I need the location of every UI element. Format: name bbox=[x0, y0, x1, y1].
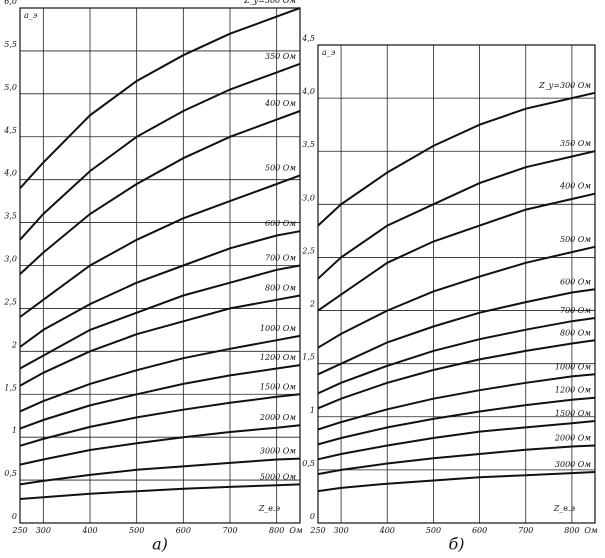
y-tick-label: 3,5 bbox=[302, 140, 315, 149]
curve bbox=[19, 424, 301, 466]
curve-label: 5000 Ом bbox=[260, 472, 296, 481]
x-tick-label: 600 bbox=[176, 526, 191, 535]
curve-label: 800 Ом bbox=[560, 328, 591, 337]
x-tick-label: 800 bbox=[269, 526, 284, 535]
x-tick-label: 250 bbox=[11, 526, 27, 535]
curve bbox=[317, 288, 596, 376]
curve-label: 700 Ом bbox=[265, 254, 296, 263]
panel-label: а) bbox=[152, 535, 168, 554]
y-tick-label: 1,5 bbox=[302, 353, 315, 362]
y-tick-label: 5,5 bbox=[4, 40, 17, 49]
x-tick-label: 400 bbox=[379, 526, 395, 535]
curve bbox=[19, 483, 301, 500]
y-tick-label: 2,5 bbox=[3, 297, 17, 306]
curve bbox=[19, 230, 301, 348]
curve-label: 2000 Ом bbox=[259, 413, 296, 422]
curve bbox=[19, 264, 301, 370]
y-tick-label: 0,5 bbox=[302, 459, 315, 468]
curve bbox=[19, 7, 301, 189]
curve-label: 350 Ом bbox=[265, 52, 296, 61]
y-tick-label: 3,5 bbox=[4, 212, 17, 221]
curve-label: 600 Ом bbox=[265, 219, 296, 228]
curve bbox=[317, 420, 596, 461]
y-tick-label: 2,5 bbox=[301, 246, 315, 255]
curve-label: 1200 Ом bbox=[555, 386, 591, 395]
x-tick-label: 300 bbox=[333, 526, 348, 535]
curve bbox=[19, 110, 301, 275]
x-tick-label: 600 bbox=[472, 526, 487, 535]
curve-label: 1000 Ом bbox=[555, 362, 591, 371]
curve-label: Z_у=300 Ом bbox=[243, 0, 296, 5]
curve bbox=[19, 364, 301, 430]
x-tick-label: 500 bbox=[129, 526, 144, 535]
y-tick-label: 2 bbox=[11, 340, 17, 349]
curve bbox=[317, 339, 596, 410]
curve bbox=[19, 393, 301, 447]
curve-label: 3000 Ом bbox=[260, 447, 296, 456]
curve-label: 400 Ом bbox=[264, 99, 296, 108]
curve-label: Z_у=300 Ом bbox=[538, 81, 591, 90]
curve bbox=[317, 245, 596, 349]
y-tick-label: 6,0 bbox=[4, 0, 17, 6]
plot-frame bbox=[317, 44, 596, 524]
y-tick-label: 4,5 bbox=[3, 126, 17, 135]
y-tick-label: 2 bbox=[309, 300, 315, 309]
curve bbox=[317, 192, 596, 312]
x-tick-label: 700 bbox=[222, 526, 237, 535]
curve bbox=[317, 91, 596, 227]
y-tick-label: 0 bbox=[12, 512, 17, 521]
curve bbox=[317, 444, 596, 476]
curve bbox=[19, 174, 301, 318]
y-tick-label: 4,0 bbox=[301, 87, 315, 96]
x-tick-label: 800 bbox=[564, 526, 579, 535]
x-tick-label: 400 bbox=[81, 526, 97, 535]
curve-label: 350 Ом bbox=[560, 139, 591, 148]
curve bbox=[19, 62, 301, 241]
curve-label: 800 Ом bbox=[265, 284, 296, 293]
y-tick-label: 1 bbox=[12, 426, 17, 435]
curve-label: 1500 Ом bbox=[555, 409, 591, 418]
y-axis-label: a_э bbox=[322, 48, 336, 57]
curve-label: 500 Ом bbox=[265, 163, 296, 172]
x-tick-label: 300 bbox=[36, 526, 51, 535]
curve bbox=[19, 457, 301, 486]
curve-label: 1200 Ом bbox=[260, 353, 296, 362]
curve-label: 600 Ом bbox=[560, 277, 591, 286]
curve-label: 3000 Ом bbox=[555, 460, 591, 469]
y-tick-label: 3,0 bbox=[302, 193, 315, 202]
panel-label: б) bbox=[448, 535, 464, 554]
curve bbox=[317, 150, 596, 280]
y-tick-label: 0,5 bbox=[4, 469, 17, 478]
curve-label: 700 Ом bbox=[560, 306, 591, 315]
curve bbox=[317, 373, 596, 431]
curve-label: 1000 Ом bbox=[260, 324, 296, 333]
x-unit: Ом bbox=[584, 526, 598, 535]
y-tick-label: 0 bbox=[310, 512, 315, 521]
y-tick-label: 3,0 bbox=[4, 255, 17, 264]
x-axis-label: Z_в.э bbox=[553, 504, 576, 513]
curve bbox=[317, 471, 596, 493]
x-axis-label: Z_в.э bbox=[258, 504, 281, 513]
x-tick-label: 250 bbox=[309, 526, 325, 535]
curve-label: 500 Ом bbox=[560, 235, 591, 244]
curve-label: 2000 Ом bbox=[554, 433, 591, 442]
y-tick-label: 1 bbox=[310, 406, 315, 415]
curve bbox=[19, 294, 301, 387]
y-axis-label: a_э bbox=[24, 11, 38, 20]
curve-label: 400 Ом bbox=[559, 182, 591, 191]
curve-label: 1500 Ом bbox=[260, 382, 296, 391]
x-tick-label: 700 bbox=[518, 526, 533, 535]
y-tick-label: 4,0 bbox=[3, 169, 17, 178]
x-tick-label: 500 bbox=[426, 526, 441, 535]
curve bbox=[19, 334, 301, 413]
y-tick-label: 4,5 bbox=[301, 34, 315, 43]
y-tick-label: 1,5 bbox=[4, 383, 17, 392]
curve bbox=[317, 396, 596, 446]
x-unit: Ом bbox=[289, 526, 303, 535]
y-tick-label: 5,0 bbox=[4, 83, 17, 92]
curve bbox=[317, 317, 596, 395]
